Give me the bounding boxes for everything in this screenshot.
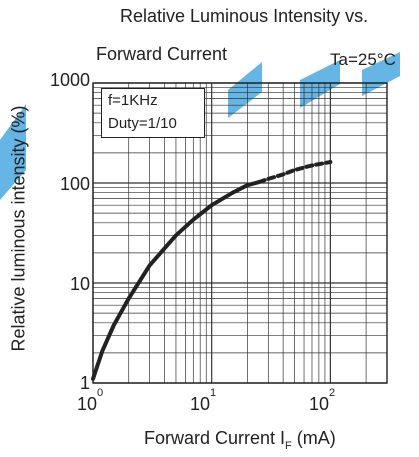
watermark-shape (0, 104, 26, 200)
y-tick-label: 1000 (49, 70, 90, 90)
y-tick-label: 100 (59, 174, 90, 194)
series-line-dashed (256, 160, 333, 185)
y-tick-label: 1 (79, 373, 90, 393)
chart-title-line2: Forward Current (96, 44, 228, 64)
chart-title-line1: Relative Luminous Intensity vs. (120, 6, 369, 26)
x-tick-label: 100 (77, 387, 104, 414)
watermark-shape (362, 52, 400, 96)
plot-frame (92, 82, 388, 384)
watermark (0, 52, 400, 200)
temperature-condition: Ta=25°C (330, 50, 396, 69)
x-axis-label: Forward Current IF (mA) (144, 428, 336, 452)
series-group (91, 160, 333, 381)
watermark-shape (300, 60, 340, 108)
x-tick-label: 101 (190, 387, 217, 414)
series-line-solid (91, 180, 261, 381)
frequency-label: f=1KHz (108, 92, 158, 109)
duty-label: Duty=1/10 (108, 115, 177, 132)
x-tick-label: 102 (309, 387, 336, 414)
watermark-shape (228, 62, 262, 118)
y-tick-label: 10 (69, 274, 90, 294)
y-axis-label: Relative luminous intensity (%) (8, 105, 29, 352)
conditions-box: f=1KHz Duty=1/10 (101, 88, 205, 138)
